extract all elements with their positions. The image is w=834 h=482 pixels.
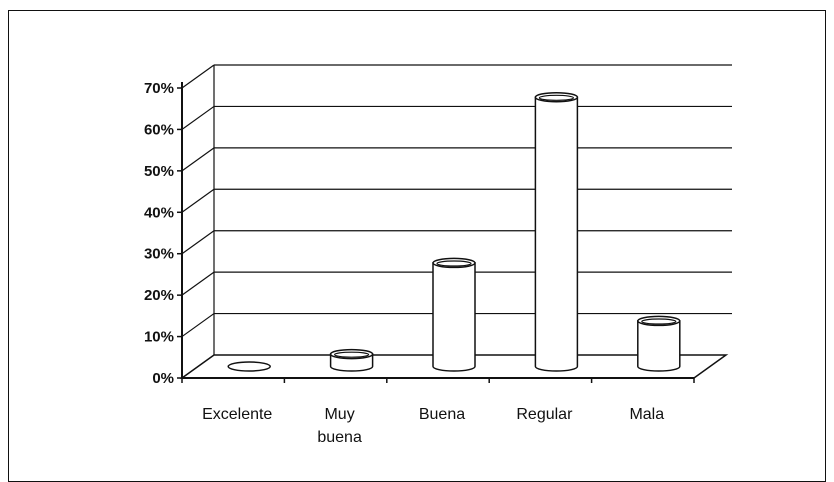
bar-top-rim — [334, 351, 370, 358]
axes — [177, 65, 695, 383]
y-tick-label: 40% — [144, 204, 174, 221]
y-axis-ticks: 0% 10% 20% 30% 40% 50% 60% 70% — [144, 80, 174, 387]
gridline-diagonal — [181, 147, 215, 172]
y-tick-label: 50% — [144, 163, 174, 180]
y-tick-label: 10% — [144, 329, 174, 346]
gridline-diagonal — [181, 271, 215, 296]
y-tick-label: 0% — [152, 370, 174, 387]
bar-body — [637, 320, 681, 372]
bar-top — [227, 361, 271, 372]
y-tick-label: 60% — [144, 121, 174, 138]
bar-top-rim — [641, 318, 677, 325]
bar-mala — [637, 315, 681, 372]
x-tick-label: Regular — [516, 406, 573, 423]
bar-top-rim — [538, 94, 575, 101]
bar-body — [432, 262, 476, 372]
x-tick-label: Mala — [629, 406, 664, 423]
bar-body — [534, 96, 579, 372]
bar-muy-buena — [329, 348, 374, 372]
x-tick-label: Buena — [419, 406, 465, 423]
x-tick-label: Muy buena — [317, 406, 362, 446]
y-tick-label: 70% — [144, 80, 174, 97]
bars — [227, 91, 681, 372]
bar-excelente — [227, 361, 271, 372]
bar-buena — [432, 257, 476, 372]
gridlines — [181, 64, 732, 338]
bar-top-rim — [436, 260, 472, 267]
y-tick-label: 30% — [144, 246, 174, 263]
gridline-diagonal — [181, 105, 215, 130]
x-axis-labels: Excelente Muy buena Buena Regular Mala — [202, 406, 664, 446]
gridline-diagonal — [181, 64, 215, 89]
bar-regular — [534, 91, 579, 372]
x-tick-label: Excelente — [202, 406, 272, 423]
chart-frame — [8, 10, 826, 482]
gridline-diagonal — [181, 188, 215, 213]
gridline-diagonal — [181, 313, 215, 338]
y-tick-label: 20% — [144, 287, 174, 304]
gridline-diagonal — [181, 230, 215, 255]
